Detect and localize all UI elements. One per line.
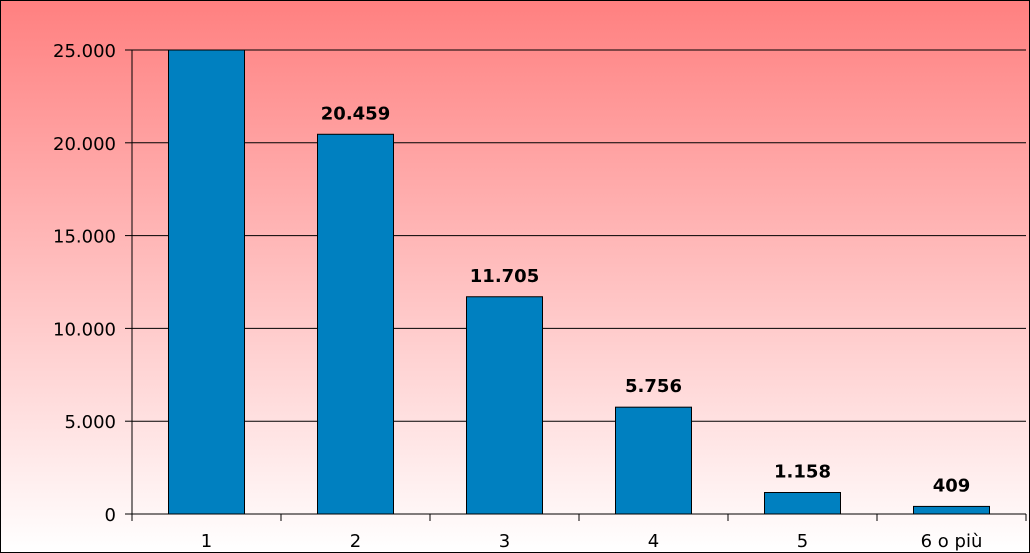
x-tick-label: 5 [797, 531, 808, 552]
bar-4 [615, 406, 692, 515]
bar-2 [317, 133, 394, 515]
bar-5 [764, 492, 841, 515]
data-label: 1.158 [774, 462, 831, 483]
y-tick-label: 15.000 [53, 227, 116, 248]
bar-6 [913, 505, 990, 515]
y-tick-label: 5.000 [64, 412, 116, 433]
bar-1 [168, 49, 245, 515]
y-tick-label: 20.000 [53, 134, 116, 155]
y-tick-label: 25.000 [53, 41, 116, 62]
data-label: 409 [933, 475, 971, 496]
axes [125, 49, 1027, 521]
x-tick-label: 6 o più [921, 531, 983, 552]
x-tick-label: 2 [350, 531, 361, 552]
gridlines [132, 49, 1026, 422]
x-tick-label: 4 [648, 531, 659, 552]
labels: 0 5.000 10.000 15.000 20.000 25.000 1 2 20.459 3 1… [53, 41, 982, 552]
y-tick-label: 10.000 [53, 319, 116, 340]
bar-3 [466, 296, 543, 515]
data-label: 11.705 [470, 266, 539, 287]
bars [168, 49, 990, 515]
data-label: 5.756 [625, 376, 682, 397]
x-tick-label: 3 [499, 531, 510, 552]
y-tick-label: 0 [105, 505, 116, 526]
x-tick-label: 1 [201, 531, 212, 552]
data-label: 20.459 [321, 103, 390, 124]
